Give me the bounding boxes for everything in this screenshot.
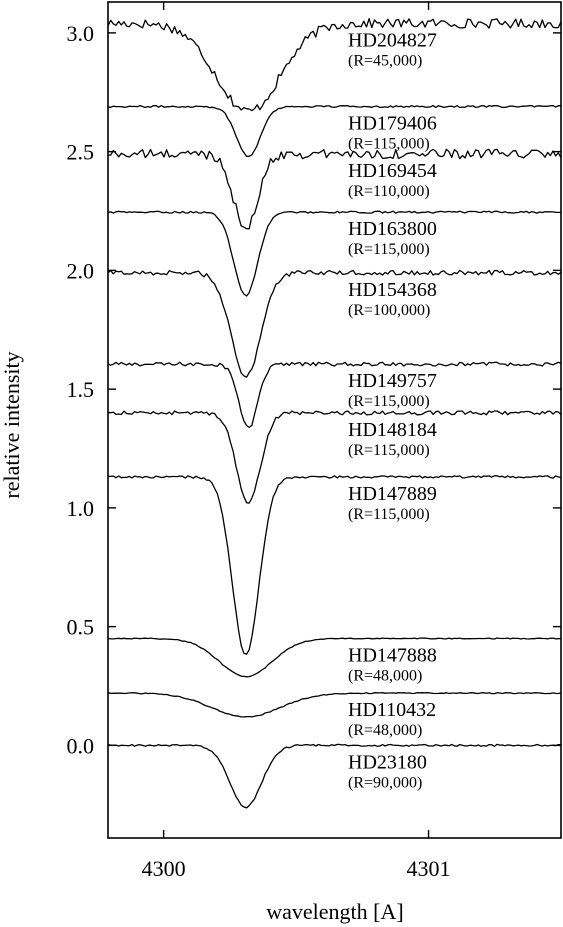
y-tick-label: 0.0 [67,733,95,758]
y-tick-label: 2.5 [67,140,95,165]
y-tick-label: 1.5 [67,377,95,402]
star-labels: HD204827(R=45,000)HD179406(R=115,000)HD1… [348,29,437,791]
y-tick-label: 2.0 [67,258,95,283]
star-resolution-label: (R=100,000) [348,302,430,319]
y-axis: 0.0 0.5 1.0 1.5 2.0 2.5 3.0 [67,21,561,758]
x-tick-label: 4301 [407,856,451,881]
star-name-label: HD110432 [348,699,436,721]
star-name-label: HD147888 [348,645,437,667]
plot-frame [107,1,562,839]
star-resolution-label: (R=110,000) [348,183,430,200]
y-tick-label: 3.0 [67,21,95,46]
x-axis-label: wavelength [A] [266,899,403,924]
spectrum-line [107,743,561,809]
y-axis-label: relative intensity [0,351,24,498]
star-resolution-label: (R=48,000) [348,722,422,739]
spectrum-line [108,148,562,230]
star-name-label: HD149757 [348,370,437,392]
spectrum-line [107,692,562,718]
spectrum-line [107,104,562,158]
star-resolution-label: (R=115,000) [348,136,430,153]
spectrum-line [107,410,562,504]
star-resolution-label: (R=115,000) [348,241,430,258]
spectrum-line [107,637,562,678]
star-name-label: HD147889 [348,483,437,505]
star-name-label: HD163800 [348,218,437,240]
star-name-label: HD23180 [348,751,427,773]
star-name-label: HD179406 [348,113,437,135]
star-name-label: HD148184 [348,419,437,441]
y-tick-label: 0.5 [67,615,95,640]
star-resolution-label: (R=45,000) [348,52,422,69]
spectrum-line [107,361,562,429]
x-tick-label: 4300 [142,856,186,881]
spectrum-line [107,475,562,655]
spectrum-line [107,269,562,378]
spectrum-line [107,210,562,297]
star-name-label: HD154368 [348,279,437,301]
star-resolution-label: (R=115,000) [348,393,430,410]
star-resolution-label: (R=48,000) [348,668,422,685]
star-resolution-label: (R=115,000) [348,442,430,459]
spectra-series [107,18,562,809]
star-name-label: HD169454 [348,160,437,182]
star-resolution-label: (R=90,000) [348,774,422,791]
y-tick-label: 1.0 [67,496,95,521]
x-axis: 4300 4301 [142,2,451,881]
star-resolution-label: (R=115,000) [348,506,430,523]
spectrum-line [107,18,562,112]
star-name-label: HD204827 [348,29,437,51]
